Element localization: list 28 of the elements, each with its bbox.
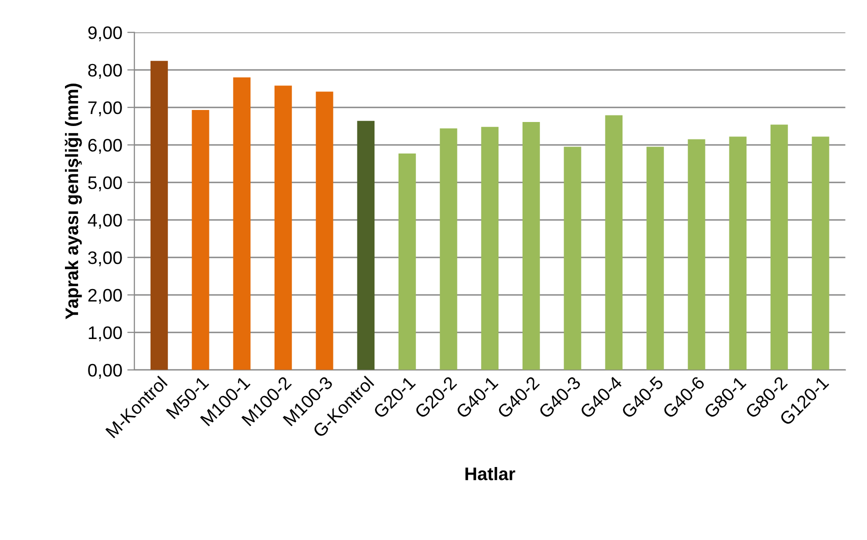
bar: [812, 136, 830, 370]
bar: [729, 136, 747, 370]
y-tick-label: 5,00: [88, 176, 122, 192]
bar: [522, 122, 540, 370]
bar: [233, 77, 251, 370]
bar: [646, 146, 664, 370]
bar: [688, 139, 706, 370]
bar: [481, 126, 499, 370]
bar: [357, 120, 375, 370]
y-tick-label: 8,00: [88, 64, 122, 79]
y-tick-label: 4,00: [88, 214, 122, 229]
y-tick-label: 6,00: [88, 138, 122, 154]
bar: [398, 154, 416, 370]
bar: [192, 110, 210, 370]
bar: [770, 124, 788, 370]
y-tick-label: 7,00: [88, 101, 122, 116]
bar: [564, 146, 582, 370]
bar: [440, 128, 458, 370]
bar: [274, 86, 292, 370]
y-tick-label: 1,00: [88, 326, 122, 342]
bar: [316, 92, 334, 370]
y-tick-label: 2,00: [88, 288, 122, 304]
x-axis-title: Hatlar: [465, 467, 516, 480]
y-tick-label: 3,00: [88, 251, 122, 266]
bar: [605, 115, 623, 370]
bar: [150, 60, 168, 370]
y-axis-title: Yaprak ayası genişliği (mm): [64, 84, 82, 320]
y-tick-label: 9,00: [88, 26, 122, 42]
